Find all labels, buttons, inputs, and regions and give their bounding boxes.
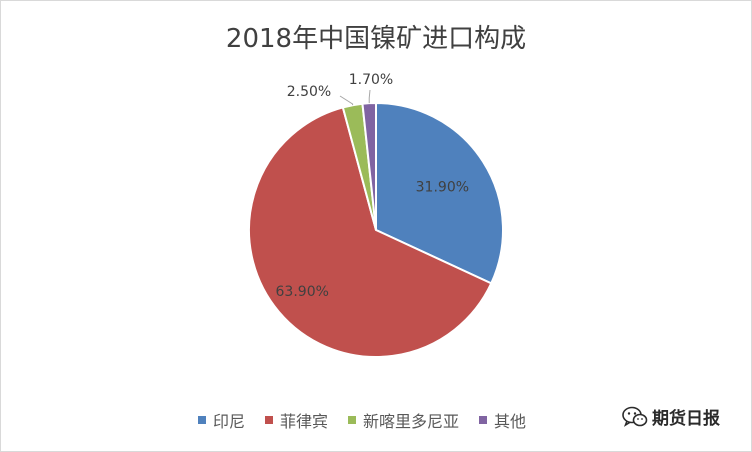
legend-label: 菲律宾 xyxy=(280,412,329,431)
data-labels: 31.90% 63.90% 2.50% 1.70% xyxy=(276,72,470,300)
legend-label: 其他 xyxy=(494,412,527,431)
chart-title: 2018年中国镍矿进口构成 xyxy=(225,24,527,54)
pie-slice-3 xyxy=(361,101,377,231)
pie-slices xyxy=(248,101,504,358)
legend: 印尼 菲律宾 新喀里多尼亚 其他 xyxy=(198,408,546,432)
pie-slice-0 xyxy=(375,101,504,285)
legend-label: 新喀里多尼亚 xyxy=(363,412,460,431)
legend-swatch xyxy=(348,416,357,424)
legend-item-2: 新喀里多尼亚 xyxy=(348,408,459,432)
legend-item-3: 其他 xyxy=(479,408,526,432)
watermark: 期货日报 xyxy=(622,404,720,429)
data-label-2: 2.50% xyxy=(287,84,331,100)
leader-line-2 xyxy=(339,95,354,106)
legend-swatch xyxy=(198,416,206,424)
legend-item-0: 印尼 xyxy=(198,408,245,432)
legend-swatch xyxy=(265,416,274,424)
leader-line-3 xyxy=(368,89,371,104)
data-label-0: 31.90% xyxy=(416,180,469,196)
data-label-3: 1.70% xyxy=(349,72,393,88)
wechat-icon xyxy=(622,406,648,427)
pie-slice-1 xyxy=(248,106,493,358)
watermark-text: 期货日报 xyxy=(652,409,720,429)
legend-swatch xyxy=(479,416,488,424)
data-label-1: 63.90% xyxy=(276,284,329,300)
legend-label: 印尼 xyxy=(213,412,246,431)
leader-lines xyxy=(339,89,371,106)
legend-item-1: 菲律宾 xyxy=(265,408,328,432)
